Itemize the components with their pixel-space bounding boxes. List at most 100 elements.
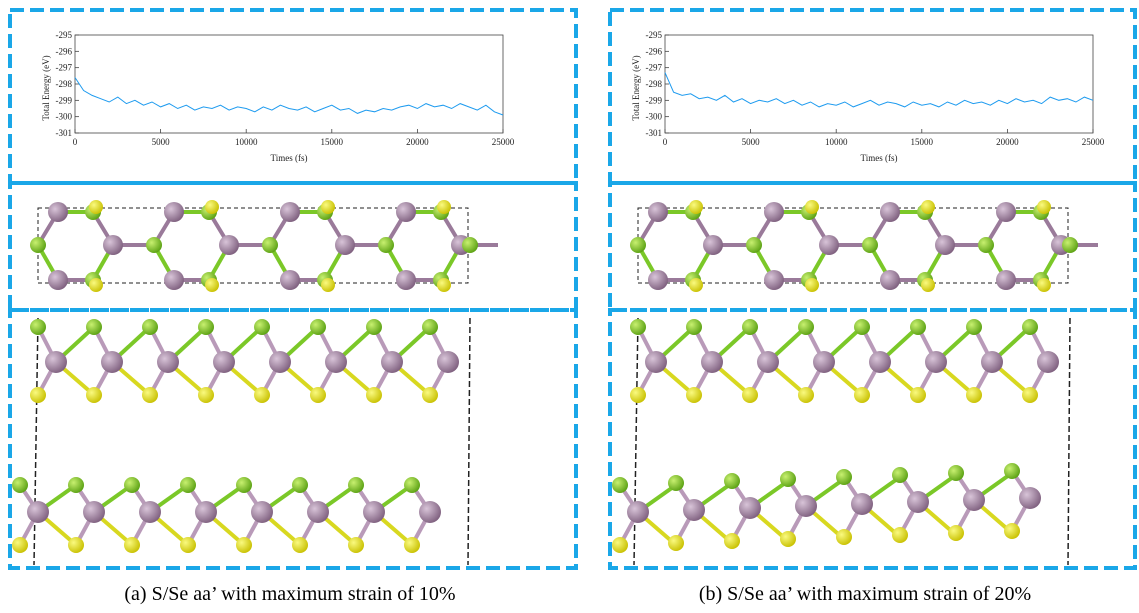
atom [164,270,184,290]
atom [880,202,900,222]
atom [836,469,852,485]
atom [30,387,46,403]
atom [746,237,762,253]
atom [396,202,416,222]
atom [195,501,217,523]
x-axis-label: Times (fs) [861,153,898,163]
atom [262,237,278,253]
atom [205,200,219,214]
atom [27,501,49,523]
atom [798,319,814,335]
atom [742,387,758,403]
atom [86,319,102,335]
atom [925,351,947,373]
atom [310,319,326,335]
atom [254,387,270,403]
atom [921,200,935,214]
y-tick-label: -298 [646,79,663,89]
atom [378,237,394,253]
atom [1022,387,1038,403]
atom [404,537,420,553]
atom [366,319,382,335]
atom [819,235,839,255]
atom [198,387,214,403]
atom [198,319,214,335]
atom [805,278,819,292]
atom [180,477,196,493]
atom [12,537,28,553]
atom [366,387,382,403]
atom [103,235,123,255]
atom [892,527,908,543]
atom [630,387,646,403]
atom [630,319,646,335]
atom [935,235,955,255]
atom [124,477,140,493]
atom [795,495,817,517]
atom [30,319,46,335]
cell-edge [634,318,638,565]
x-tick-label: 5000 [742,137,761,147]
atom [701,351,723,373]
atom [292,477,308,493]
atom [205,278,219,292]
atom [236,477,252,493]
y-tick-label: -299 [646,95,663,105]
atom [292,537,308,553]
x-tick-label: 0 [73,137,78,147]
atom [48,270,68,290]
atom [862,237,878,253]
y-tick-label: -295 [646,30,663,40]
atom [142,319,158,335]
atom [686,387,702,403]
atom [146,237,162,253]
atom [764,202,784,222]
atom [648,202,668,222]
atom [462,237,478,253]
y-tick-label: -300 [56,112,73,122]
atom [1019,487,1041,509]
atom [880,270,900,290]
atom [86,387,102,403]
atom [48,202,68,222]
atom [854,387,870,403]
atom [907,491,929,513]
atom [703,235,723,255]
atom [966,319,982,335]
atom [236,537,252,553]
atom [83,501,105,523]
cell-edge [34,318,38,565]
atom [668,475,684,491]
atom [757,351,779,373]
atom [89,200,103,214]
atom [219,235,239,255]
atom [142,387,158,403]
atom [805,200,819,214]
atom [963,489,985,511]
atom [437,351,459,373]
caption: (a) S/Se aa’ with maximum strain of 10% [124,583,455,605]
y-tick-label: -296 [56,46,73,56]
atom [437,278,451,292]
y-axis-label: Total Energy (eV) [41,55,51,120]
y-tick-label: -295 [56,30,73,40]
atom [251,501,273,523]
atom [1004,523,1020,539]
atom [612,477,628,493]
atom [724,473,740,489]
y-tick-label: -301 [646,128,663,138]
caption: (b) S/Se aa’ with maximum strain of 20% [699,583,1031,605]
atom [668,535,684,551]
x-tick-label: 0 [663,137,668,147]
y-tick-label: -300 [646,112,663,122]
atom [892,467,908,483]
y-axis-label: Total Energy (eV) [631,55,641,120]
atom [1037,351,1059,373]
cell-edge [1068,318,1070,565]
atom [627,501,649,523]
atom [422,387,438,403]
plot-frame [665,35,1093,133]
y-tick-label: -297 [646,63,663,73]
atom [363,501,385,523]
x-tick-label: 10000 [235,137,258,147]
